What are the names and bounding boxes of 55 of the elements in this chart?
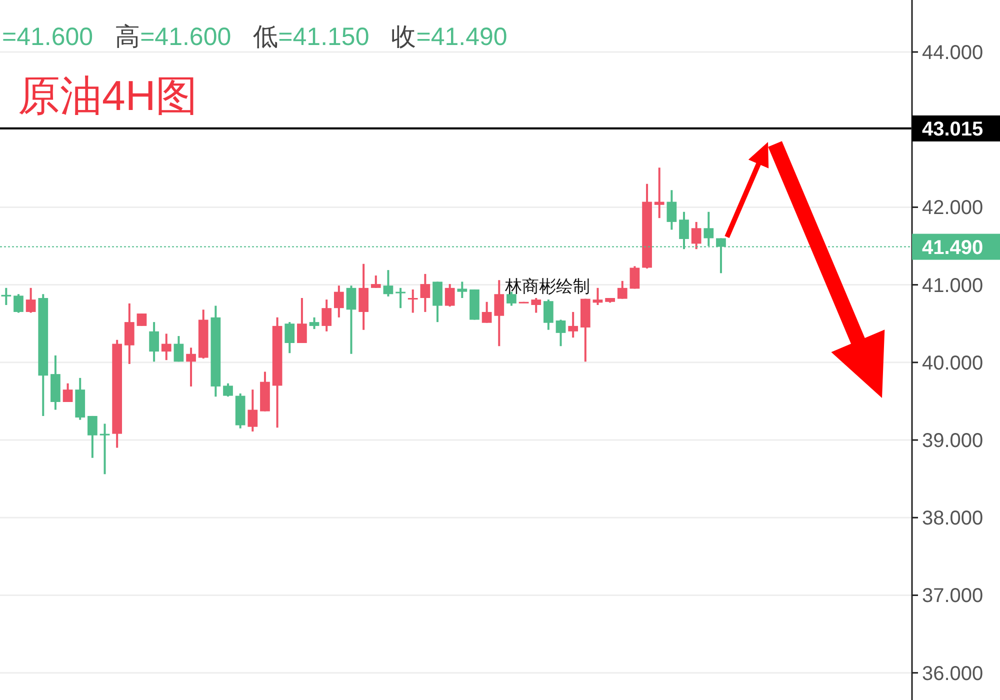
candlestick	[654, 166, 664, 220]
candlestick	[334, 284, 344, 318]
y-tick-label: 39.000	[922, 430, 984, 452]
candlestick	[62, 382, 73, 403]
candlestick	[457, 280, 468, 300]
candlestick	[556, 318, 566, 348]
candlestick	[136, 312, 147, 327]
candlestick	[691, 220, 702, 250]
y-tick-label: 41.000	[922, 274, 984, 297]
candlestick	[186, 346, 196, 388]
y-tick-label: 42.000	[922, 197, 984, 220]
candlestick	[248, 388, 258, 432]
y-tick-label: 36.000	[922, 662, 984, 685]
candlestick	[370, 274, 381, 289]
candlestick	[531, 297, 542, 314]
candlestick	[297, 297, 307, 344]
candlestick	[14, 293, 24, 314]
candlestick	[420, 272, 430, 313]
annotation: 林商彬绘制	[504, 277, 590, 296]
candlestick	[617, 280, 628, 300]
candlestick	[124, 302, 134, 365]
candlestick	[630, 265, 640, 290]
candlestick	[383, 269, 394, 298]
candlestick	[408, 288, 418, 314]
candlestick	[482, 300, 492, 324]
candlestick	[444, 283, 455, 308]
y-tick-label: 37.000	[922, 585, 984, 608]
candlestick	[568, 310, 578, 339]
ref-line-label: 41.490	[922, 236, 984, 259]
candlestick	[26, 286, 36, 314]
annotation: =41.600	[2, 23, 94, 51]
ref-line-label: 43.015	[922, 118, 984, 140]
candlestick	[174, 335, 184, 363]
candlestick	[592, 286, 603, 306]
y-tick-label: 38.000	[922, 508, 984, 530]
y-tick-label: 44.000	[922, 42, 984, 64]
candlestick	[1, 286, 12, 306]
candlestick	[666, 189, 677, 231]
candlestick	[161, 332, 172, 362]
candlestick	[100, 422, 110, 476]
candlestick	[544, 298, 554, 331]
candlestick	[149, 321, 159, 363]
annotation: 高=41.600	[115, 23, 232, 51]
candlestick	[223, 382, 233, 398]
text: 原油4H图	[18, 72, 198, 119]
candlestick	[346, 284, 356, 355]
candlestick	[284, 321, 295, 354]
annotation: 收=41.490	[391, 23, 508, 51]
candlestick	[309, 316, 320, 330]
candlestick	[494, 279, 504, 348]
candlestick	[396, 286, 406, 310]
annotation: 低=41.150	[253, 23, 370, 51]
candlestick	[88, 414, 98, 459]
candlestick	[322, 298, 332, 332]
y-tick-label: 40.000	[922, 352, 984, 374]
